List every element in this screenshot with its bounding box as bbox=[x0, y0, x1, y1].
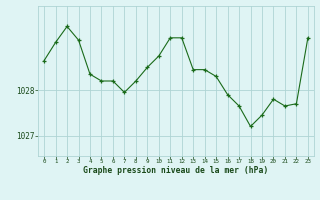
X-axis label: Graphe pression niveau de la mer (hPa): Graphe pression niveau de la mer (hPa) bbox=[84, 166, 268, 175]
